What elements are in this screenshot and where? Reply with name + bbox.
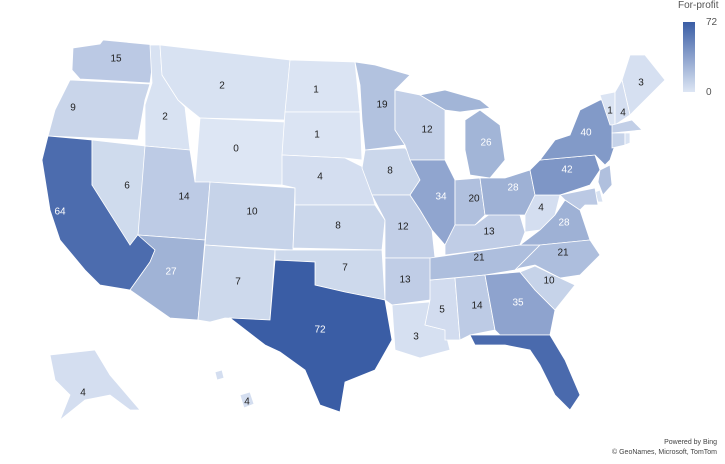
state-label: 1: [314, 130, 320, 141]
attribution: Powered by Bing: [664, 439, 717, 446]
state: [614, 78, 631, 126]
state-label: 20: [468, 194, 480, 205]
state: [454, 177, 486, 226]
legend-max: 72: [706, 17, 718, 28]
state: [611, 132, 626, 149]
states: [41, 39, 666, 422]
state: [409, 159, 456, 246]
state: [384, 257, 436, 306]
state-label: 1: [313, 85, 319, 96]
state: [454, 274, 496, 341]
state: [284, 59, 361, 113]
state-label: 2: [219, 81, 225, 92]
state-label: 12: [421, 125, 433, 136]
attribution: © GeoNames, Microsoft, TomTom: [612, 448, 717, 456]
state-label: 8: [335, 221, 341, 232]
state: [71, 39, 156, 84]
state-label: 4: [620, 108, 626, 119]
state-label: 4: [538, 203, 544, 214]
state: [559, 187, 599, 211]
state-label: 26: [480, 138, 492, 149]
state-label: 4: [317, 172, 323, 183]
state-label: 40: [580, 128, 592, 139]
state-label: 34: [435, 192, 447, 203]
legend-min: 0: [706, 87, 712, 98]
state-label: 14: [471, 301, 483, 312]
state: [469, 334, 581, 411]
state: [539, 99, 616, 166]
state-label: 27: [165, 267, 177, 278]
state-label: 35: [512, 298, 524, 309]
state-label: 28: [558, 218, 570, 229]
state-label: 15: [110, 54, 122, 65]
legend-scale: [683, 22, 695, 92]
state-label: 6: [124, 181, 130, 192]
state-label: 7: [235, 277, 241, 288]
state-label: 10: [543, 276, 555, 287]
state-label: 10: [246, 207, 258, 218]
state-label: 21: [557, 248, 569, 259]
state-label: 13: [483, 227, 495, 238]
state: [214, 369, 255, 409]
state-label: 19: [376, 100, 388, 111]
state: [292, 204, 386, 251]
state: [519, 265, 576, 311]
state-label: 72: [314, 325, 326, 336]
state-label: 5: [439, 305, 445, 316]
state: [611, 119, 643, 134]
state: [91, 139, 146, 246]
state-label: 0: [233, 144, 239, 155]
labels: 1596462201427107114877219812133123452620…: [54, 54, 644, 408]
state: [514, 239, 601, 279]
state-label: 14: [178, 192, 190, 203]
state-label: 2: [162, 112, 168, 123]
state-label: 4: [244, 397, 250, 408]
legend-title: For-profit: [678, 0, 719, 11]
state-label: 64: [54, 207, 66, 218]
state: [49, 349, 141, 422]
state: [281, 154, 376, 206]
state-label: 65: [566, 355, 578, 366]
state-label: 7: [342, 263, 348, 274]
state: [228, 259, 393, 413]
state-label: 8: [387, 166, 393, 177]
state-label: 1: [607, 106, 613, 117]
state: [597, 164, 613, 196]
state-label: 13: [399, 275, 411, 286]
state: [194, 117, 286, 186]
state-label: 21: [473, 253, 485, 264]
state: [418, 89, 506, 179]
state-label: 9: [70, 103, 76, 114]
state-label: 4: [80, 388, 86, 399]
state-label: 12: [397, 222, 409, 233]
state: [624, 132, 631, 146]
state-label: 3: [638, 78, 644, 89]
state-label: 3: [413, 332, 419, 343]
state: [281, 111, 363, 161]
state-label: 28: [507, 183, 519, 194]
state-label: 42: [561, 165, 573, 176]
state: [47, 79, 151, 141]
